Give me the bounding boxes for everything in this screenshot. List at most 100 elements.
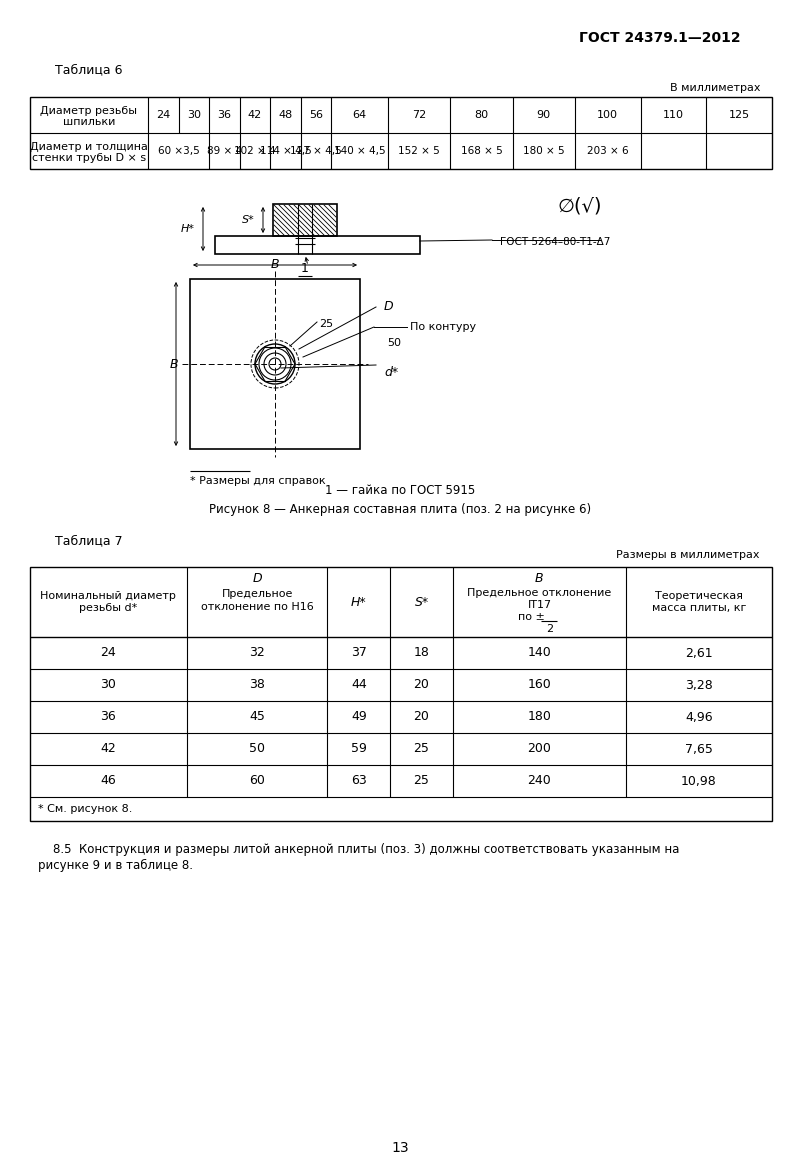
Bar: [30, 567, 772, 821]
Text: 63: 63: [351, 774, 366, 788]
Text: Таблица 6: Таблица 6: [55, 64, 122, 77]
Bar: [273, 204, 337, 236]
Bar: [30, 97, 772, 169]
Text: отклонение по Н16: отклонение по Н16: [201, 602, 314, 612]
Text: D: D: [252, 573, 262, 585]
Text: Таблица 7: Таблица 7: [55, 534, 122, 547]
Text: D: D: [384, 300, 394, 313]
Text: 56: 56: [309, 111, 323, 120]
Text: 89 × 4: 89 × 4: [207, 146, 242, 156]
Text: 13: 13: [391, 1141, 409, 1155]
Text: * См. рисунок 8.: * См. рисунок 8.: [38, 804, 132, 814]
Text: 180 × 5: 180 × 5: [523, 146, 565, 156]
Text: 3,28: 3,28: [685, 679, 713, 691]
Bar: [215, 236, 420, 254]
Text: 25: 25: [414, 774, 430, 788]
Text: 24: 24: [156, 111, 170, 120]
Text: ∅(√): ∅(√): [558, 197, 602, 215]
Text: 1: 1: [301, 262, 309, 275]
Text: 2,61: 2,61: [685, 646, 713, 660]
Text: 44: 44: [351, 679, 366, 691]
Text: 90: 90: [537, 111, 551, 120]
Text: IT17: IT17: [527, 599, 551, 610]
Text: 102 × 4: 102 × 4: [234, 146, 276, 156]
Text: Диаметр резьбы: Диаметр резьбы: [41, 106, 138, 116]
Text: 72: 72: [412, 111, 426, 120]
Text: 8.5  Конструкция и размеры литой анкерной плиты (поз. 3) должны соответствовать : 8.5 Конструкция и размеры литой анкерной…: [38, 843, 679, 856]
Text: 20: 20: [414, 710, 430, 724]
Text: стенки трубы D × s: стенки трубы D × s: [32, 152, 146, 163]
Text: 25: 25: [414, 743, 430, 755]
Text: 80: 80: [474, 111, 489, 120]
Text: 100: 100: [598, 111, 618, 120]
Text: Диаметр и толщина: Диаметр и толщина: [30, 142, 148, 152]
Text: 140 × 4,5: 140 × 4,5: [334, 146, 386, 156]
Text: 45: 45: [250, 710, 265, 724]
Text: 180: 180: [527, 710, 551, 724]
Text: ГОСТ 24379.1—2012: ГОСТ 24379.1—2012: [579, 31, 741, 45]
Text: 42: 42: [248, 111, 262, 120]
Text: 240: 240: [527, 774, 551, 788]
Text: * Размеры для справок: * Размеры для справок: [190, 476, 326, 487]
Text: H*: H*: [181, 223, 195, 234]
Text: 36: 36: [101, 710, 116, 724]
Text: 7,65: 7,65: [685, 743, 713, 755]
Text: 203 × 6: 203 × 6: [587, 146, 629, 156]
Text: Размеры в миллиметрах: Размеры в миллиметрах: [617, 551, 760, 560]
Text: 60: 60: [250, 774, 265, 788]
Text: масса плиты, кг: масса плиты, кг: [652, 603, 746, 613]
Text: 50: 50: [249, 743, 265, 755]
Text: 50: 50: [387, 338, 401, 348]
Text: 38: 38: [250, 679, 265, 691]
Text: 30: 30: [187, 111, 201, 120]
Text: Теоретическая: Теоретическая: [655, 591, 743, 601]
Text: B: B: [170, 357, 178, 370]
Text: резьбы d*: резьбы d*: [79, 603, 138, 613]
Text: d*: d*: [384, 367, 398, 379]
Text: Номинальный диаметр: Номинальный диаметр: [41, 591, 176, 601]
Text: По контуру: По контуру: [410, 322, 476, 332]
Text: Предельное: Предельное: [222, 589, 293, 599]
Text: 24: 24: [101, 646, 116, 660]
Text: 46: 46: [101, 774, 116, 788]
Text: 10,98: 10,98: [681, 774, 717, 788]
Text: В миллиметрах: В миллиметрах: [670, 83, 760, 93]
Text: 49: 49: [351, 710, 366, 724]
Text: 125: 125: [729, 111, 750, 120]
Text: 59: 59: [351, 743, 366, 755]
Text: по ±: по ±: [518, 612, 545, 622]
Text: 152 × 5: 152 × 5: [398, 146, 440, 156]
Text: 18: 18: [414, 646, 430, 660]
Text: S*: S*: [414, 596, 429, 609]
Text: 48: 48: [278, 111, 293, 120]
Text: 20: 20: [414, 679, 430, 691]
Text: 114 × 4,5: 114 × 4,5: [260, 146, 311, 156]
Text: H*: H*: [351, 596, 366, 609]
Text: 36: 36: [218, 111, 231, 120]
Text: B: B: [535, 573, 544, 585]
Text: 1 — гайка по ГОСТ 5915: 1 — гайка по ГОСТ 5915: [325, 484, 475, 497]
Text: 168 × 5: 168 × 5: [461, 146, 502, 156]
Text: 60 ×3,5: 60 ×3,5: [158, 146, 199, 156]
Text: 30: 30: [101, 679, 116, 691]
Text: рисунке 9 и в таблице 8.: рисунке 9 и в таблице 8.: [38, 859, 193, 872]
Text: 127 × 4,5: 127 × 4,5: [290, 146, 342, 156]
Text: 42: 42: [101, 743, 116, 755]
Bar: [190, 279, 360, 449]
Text: 37: 37: [351, 646, 366, 660]
Text: Рисунок 8 — Анкерная составная плита (поз. 2 на рисунке 6): Рисунок 8 — Анкерная составная плита (по…: [209, 503, 591, 516]
Text: 110: 110: [663, 111, 684, 120]
Text: шпильки: шпильки: [63, 118, 115, 127]
Text: 2: 2: [546, 624, 553, 634]
Text: ГОСТ 5264–80-Т1-Δ7: ГОСТ 5264–80-Т1-Δ7: [500, 237, 610, 247]
Text: 4,96: 4,96: [685, 710, 713, 724]
Text: 64: 64: [353, 111, 367, 120]
Text: S*: S*: [242, 215, 255, 225]
Text: B: B: [270, 257, 279, 270]
Text: 200: 200: [527, 743, 551, 755]
Text: 32: 32: [250, 646, 265, 660]
Text: 25: 25: [319, 319, 333, 329]
Text: 140: 140: [527, 646, 551, 660]
Text: 160: 160: [527, 679, 551, 691]
Text: Предельное отклонение: Предельное отклонение: [467, 588, 611, 598]
